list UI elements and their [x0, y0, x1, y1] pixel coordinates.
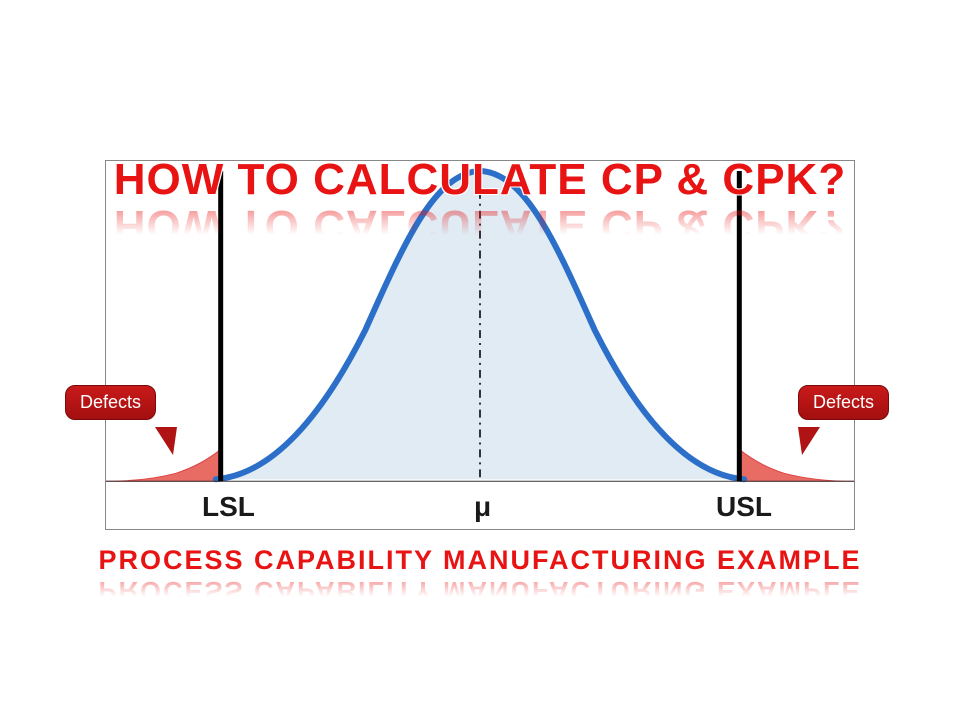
subtitle: PROCESS CAPABILITY MANUFACTURING EXAMPLE: [0, 545, 960, 576]
lsl-label: LSL: [202, 491, 255, 523]
subtitle-reflection: PROCESS CAPABILITY MANUFACTURING EXAMPLE: [0, 575, 960, 606]
defects-tail-right: [798, 427, 820, 455]
defect-tail-right: [739, 449, 854, 481]
main-title: HOW TO CALCULATE CP & CPK?: [0, 155, 960, 205]
defects-bubble-right: Defects: [798, 385, 889, 420]
defects-bubble-left: Defects: [65, 385, 156, 420]
defects-tail-left: [155, 427, 177, 455]
mu-label: μ: [474, 491, 491, 523]
usl-label: USL: [716, 491, 772, 523]
main-title-reflection: HOW TO CALCULATE CP & CPK?: [0, 200, 960, 250]
